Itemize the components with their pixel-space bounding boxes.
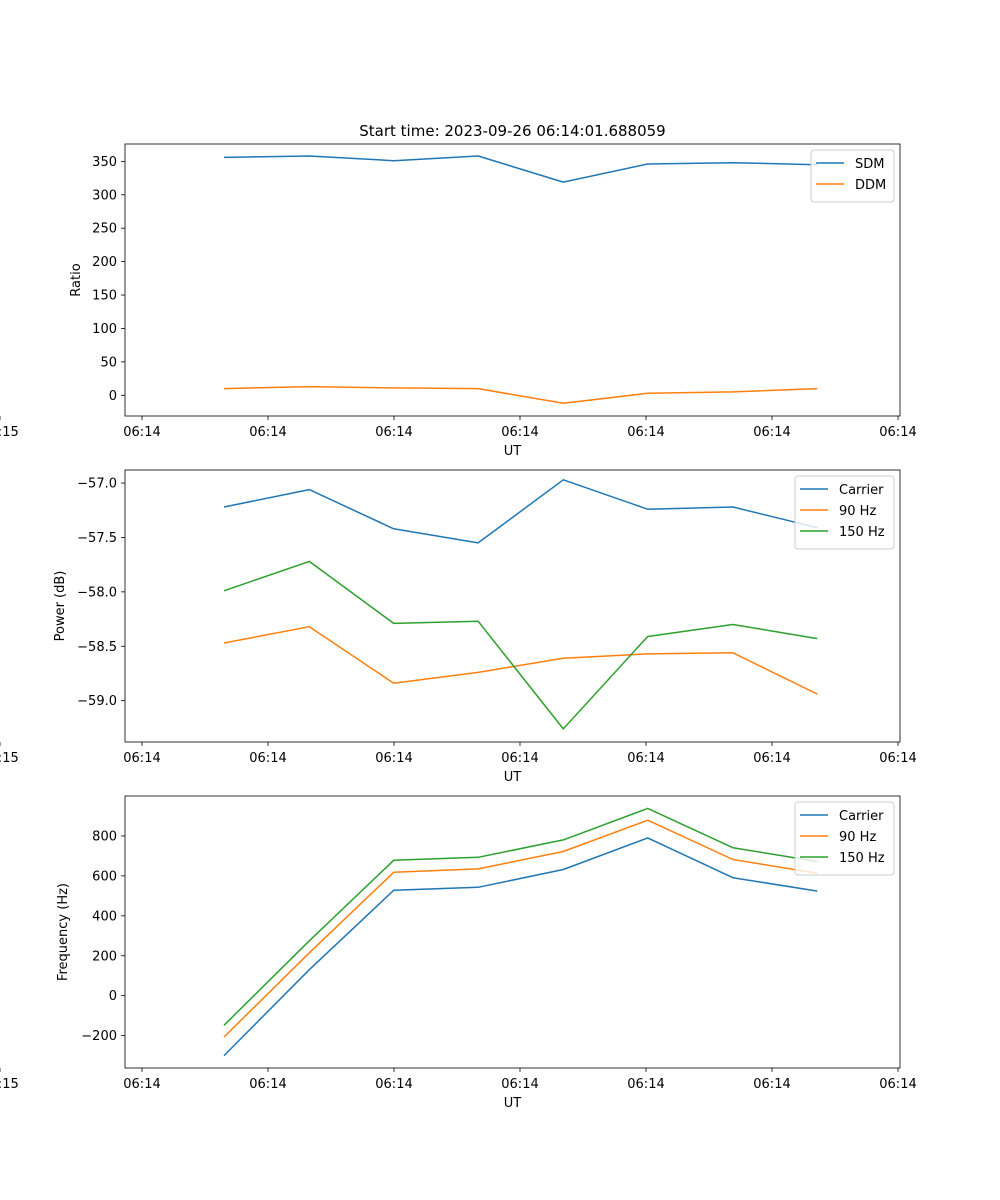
x-tick-label: 06:14 bbox=[249, 1077, 286, 1092]
y-tick-label: 200 bbox=[92, 255, 117, 270]
figure-title: Start time: 2023-09-26 06:14:01.688059 bbox=[359, 122, 665, 140]
y-tick-label: 350 bbox=[92, 155, 117, 170]
x-tick-label: 06:14 bbox=[627, 751, 664, 766]
y-tick-label: 50 bbox=[100, 355, 117, 370]
x-tick-label: 06:14 bbox=[123, 425, 160, 440]
x-tick-label: 06:15 bbox=[0, 751, 19, 766]
y-tick-label: −200 bbox=[81, 1029, 117, 1044]
x-tick-label: 06:14 bbox=[123, 1077, 160, 1092]
x-tick-label: 06:14 bbox=[501, 751, 538, 766]
y-tick-label: 800 bbox=[92, 829, 117, 844]
x-tick-label: 06:14 bbox=[375, 425, 412, 440]
x-tick-label: 06:14 bbox=[753, 1077, 790, 1092]
x-tick-label: 06:14 bbox=[375, 751, 412, 766]
y-axis-label: Power (dB) bbox=[53, 571, 68, 642]
legend: SDM DDM bbox=[810, 149, 895, 203]
legend-entry-label: 90 Hz bbox=[839, 504, 876, 519]
legend-entry-label: Carrier bbox=[839, 483, 884, 498]
x-tick-label: 06:14 bbox=[879, 1077, 916, 1092]
legend-entry-label: Carrier bbox=[839, 809, 884, 824]
legend-entry-label: 150 Hz bbox=[839, 851, 885, 866]
y-tick-label: 0 bbox=[109, 389, 117, 404]
x-tick-label: 06:14 bbox=[249, 425, 286, 440]
x-tick-label: 06:14 bbox=[879, 751, 916, 766]
series-line-carrier bbox=[223, 837, 818, 1057]
x-axis-label: UT bbox=[504, 1096, 522, 1111]
series-line-150-hz bbox=[223, 807, 818, 1026]
x-tick-label: 06:14 bbox=[249, 751, 286, 766]
axes-frame bbox=[124, 469, 901, 743]
x-tick-label: 06:15 bbox=[0, 425, 19, 440]
y-tick-label: −58.5 bbox=[77, 640, 117, 655]
series-line-ddm bbox=[223, 385, 818, 405]
series-line-90-hz bbox=[223, 819, 818, 1038]
x-axis-label: UT bbox=[504, 770, 522, 785]
chart-panel-3: 06:14 06:14 06:14 06:14 06:14 06:14 06:14 06:15… bbox=[0, 795, 917, 1111]
series-line-150-hz bbox=[223, 560, 818, 730]
x-tick-label: 06:14 bbox=[375, 1077, 412, 1092]
y-tick-label: −58.0 bbox=[77, 585, 117, 600]
series-line-sdm bbox=[223, 155, 818, 183]
legend-entry-label: 90 Hz bbox=[839, 830, 876, 845]
series-line-carrier bbox=[223, 479, 818, 544]
chart-panel-1: 06:14 06:14 06:14 06:14 06:14 06:14 06:14 06:15… bbox=[0, 143, 917, 459]
x-tick-label: 06:14 bbox=[627, 425, 664, 440]
y-tick-label: 250 bbox=[92, 222, 117, 237]
x-axis-label: UT bbox=[504, 444, 522, 459]
y-tick-label: −57.5 bbox=[77, 531, 117, 546]
x-tick-label: 06:15 bbox=[0, 1077, 19, 1092]
y-axis-label: Frequency (Hz) bbox=[56, 883, 71, 981]
x-tick-label: 06:14 bbox=[879, 425, 916, 440]
y-tick-label: 400 bbox=[92, 909, 117, 924]
legend-entry-label: 150 Hz bbox=[839, 525, 885, 540]
chart-panel-2: 06:14 06:14 06:14 06:14 06:14 06:14 06:14 06:15… bbox=[0, 469, 917, 785]
y-tick-label: 600 bbox=[92, 869, 117, 884]
axes-frame bbox=[124, 795, 901, 1069]
y-tick-label: 200 bbox=[92, 949, 117, 964]
legend-entry-label: DDM bbox=[855, 178, 886, 193]
y-tick-label: −57.0 bbox=[77, 477, 117, 492]
y-tick-label: 300 bbox=[92, 188, 117, 203]
y-tick-label: 100 bbox=[92, 322, 117, 337]
y-tick-label: 0 bbox=[109, 989, 117, 1004]
x-tick-label: 06:14 bbox=[627, 1077, 664, 1092]
y-axis-label: Ratio bbox=[69, 263, 84, 296]
x-tick-label: 06:14 bbox=[123, 751, 160, 766]
y-tick-label: 150 bbox=[92, 289, 117, 304]
x-tick-label: 06:14 bbox=[753, 425, 790, 440]
series-line-90-hz bbox=[223, 625, 818, 695]
legend: Carrier 90 Hz 150 Hz bbox=[794, 801, 895, 876]
x-tick-label: 06:14 bbox=[501, 1077, 538, 1092]
y-tick-label: −59.0 bbox=[77, 694, 117, 709]
legend-entry-label: SDM bbox=[855, 157, 884, 172]
x-tick-label: 06:14 bbox=[501, 425, 538, 440]
x-tick-label: 06:14 bbox=[753, 751, 790, 766]
panels: 06:14 06:14 06:14 06:14 06:14 06:14 06:14 06:15… bbox=[0, 143, 917, 1111]
axes-frame bbox=[124, 143, 901, 417]
legend: Carrier 90 Hz 150 Hz bbox=[794, 475, 895, 550]
